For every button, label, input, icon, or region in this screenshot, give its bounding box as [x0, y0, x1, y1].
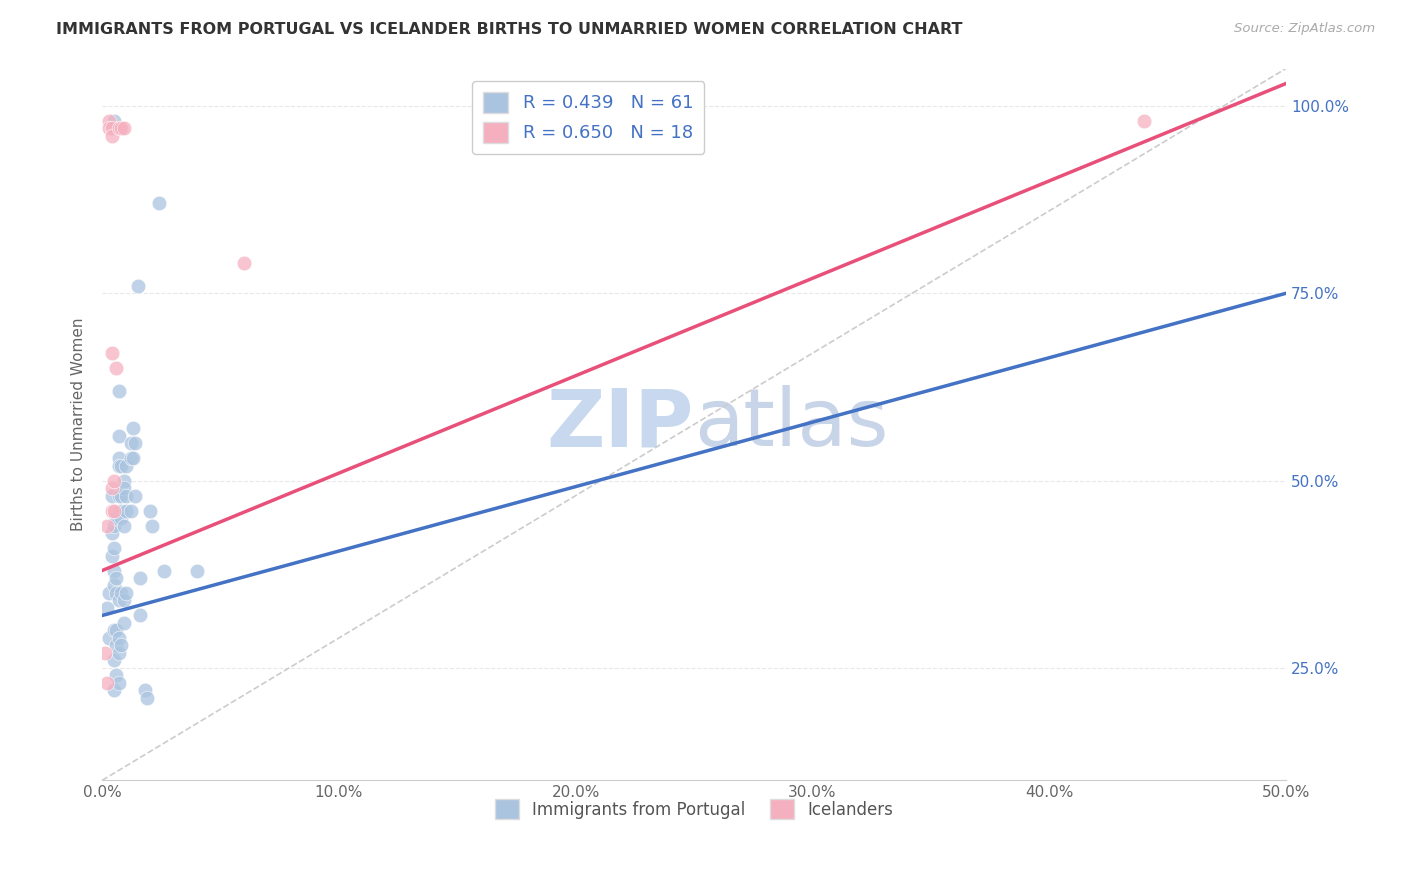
- Point: [105, 571, 128, 585]
- Text: Source: ZipAtlas.com: Source: ZipAtlas.com: [1234, 22, 1375, 36]
- Text: IMMIGRANTS FROM PORTUGAL VS ICELANDER BIRTHS TO UNMARRIED WOMEN CORRELATION CHAR: IMMIGRANTS FROM PORTUGAL VS ICELANDER BI…: [56, 22, 963, 37]
- Point: [107, 593, 129, 607]
- Point: [115, 458, 138, 473]
- Point: [122, 451, 145, 466]
- Point: [110, 458, 132, 473]
- Point: [100, 503, 122, 517]
- Point: [103, 564, 125, 578]
- Point: [105, 639, 128, 653]
- Point: [112, 474, 135, 488]
- Point: [105, 624, 128, 638]
- Point: [129, 571, 152, 585]
- Point: [233, 256, 256, 270]
- Point: [103, 474, 125, 488]
- Point: [141, 518, 163, 533]
- Point: [115, 503, 138, 517]
- Point: [103, 578, 125, 592]
- Point: [148, 196, 170, 211]
- Point: [110, 503, 132, 517]
- Point: [120, 503, 142, 517]
- Point: [186, 564, 208, 578]
- Point: [107, 631, 129, 645]
- Text: atlas: atlas: [695, 385, 889, 464]
- Point: [96, 676, 118, 690]
- Point: [100, 481, 122, 495]
- Point: [100, 128, 122, 143]
- Point: [112, 615, 135, 630]
- Point: [93, 646, 115, 660]
- Point: [112, 481, 135, 495]
- Point: [129, 608, 152, 623]
- Point: [110, 511, 132, 525]
- Point: [136, 690, 159, 705]
- Point: [112, 593, 135, 607]
- Point: [1133, 114, 1156, 128]
- Point: [120, 451, 142, 466]
- Legend: Immigrants from Portugal, Icelanders: Immigrants from Portugal, Icelanders: [489, 793, 900, 825]
- Point: [107, 489, 129, 503]
- Point: [103, 683, 125, 698]
- Point: [124, 436, 146, 450]
- Point: [100, 346, 122, 360]
- Point: [103, 114, 125, 128]
- Point: [103, 518, 125, 533]
- Point: [107, 676, 129, 690]
- Point: [100, 526, 122, 541]
- Point: [107, 458, 129, 473]
- Point: [115, 586, 138, 600]
- Point: [105, 586, 128, 600]
- Point: [107, 384, 129, 398]
- Point: [107, 451, 129, 466]
- Point: [138, 503, 160, 517]
- Point: [124, 489, 146, 503]
- Point: [110, 586, 132, 600]
- Point: [100, 549, 122, 563]
- Point: [98, 114, 121, 128]
- Point: [105, 511, 128, 525]
- Point: [103, 624, 125, 638]
- Point: [122, 421, 145, 435]
- Point: [152, 564, 174, 578]
- Point: [107, 646, 129, 660]
- Point: [96, 601, 118, 615]
- Point: [127, 278, 149, 293]
- Point: [112, 518, 135, 533]
- Point: [110, 489, 132, 503]
- Point: [96, 518, 118, 533]
- Point: [110, 121, 132, 136]
- Point: [100, 489, 122, 503]
- Text: ZIP: ZIP: [547, 385, 695, 464]
- Point: [105, 668, 128, 682]
- Point: [98, 121, 121, 136]
- Point: [100, 121, 122, 136]
- Point: [107, 428, 129, 442]
- Point: [105, 361, 128, 376]
- Point: [98, 586, 121, 600]
- Point: [110, 639, 132, 653]
- Point: [107, 121, 129, 136]
- Point: [134, 683, 156, 698]
- Point: [103, 503, 125, 517]
- Point: [103, 653, 125, 667]
- Point: [115, 489, 138, 503]
- Point: [103, 541, 125, 555]
- Point: [120, 436, 142, 450]
- Point: [98, 631, 121, 645]
- Point: [112, 121, 135, 136]
- Y-axis label: Births to Unmarried Women: Births to Unmarried Women: [72, 318, 86, 531]
